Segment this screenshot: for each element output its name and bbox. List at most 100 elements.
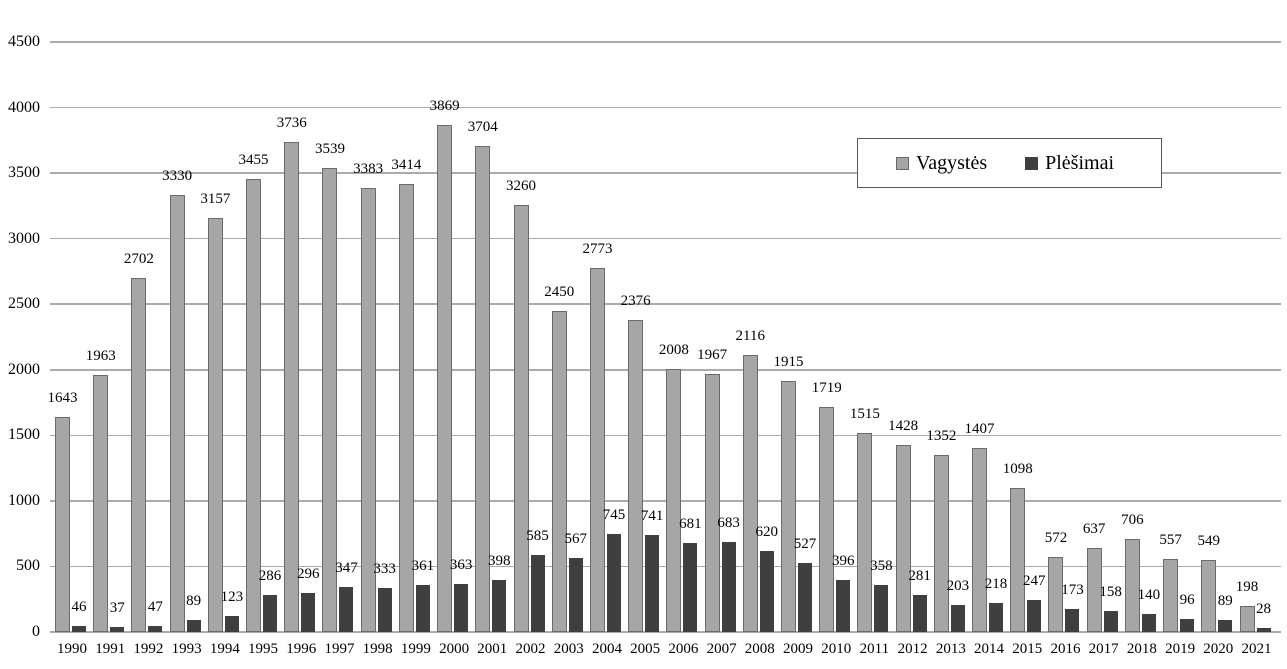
bar-value-label: 572 xyxy=(1044,530,1068,546)
bar-vagystes-1998 xyxy=(360,188,376,632)
bar-value-label: 1967 xyxy=(697,347,728,364)
bar-vagystes-2015 xyxy=(1010,488,1026,632)
x-axis-tick-label: 2012 xyxy=(897,641,928,657)
bar-vagystes-2008 xyxy=(742,354,758,632)
bar-plesimai-2017 xyxy=(1103,611,1118,632)
legend-swatch-plesimai-icon xyxy=(1025,156,1039,170)
bar-value-label: 1719 xyxy=(811,379,842,396)
bar-vagystes-2012 xyxy=(895,444,911,632)
x-axis-tick-label: 2016 xyxy=(1050,641,1081,657)
gridline xyxy=(50,303,1281,305)
x-axis-tick-label: 1996 xyxy=(286,641,317,657)
bar-value-label: 37 xyxy=(109,600,125,617)
bar-vagystes-2011 xyxy=(857,433,873,632)
bar-value-label: 89 xyxy=(186,593,202,610)
bar-value-label: 3869 xyxy=(429,97,460,114)
bar-value-label: 363 xyxy=(449,557,473,574)
gridline xyxy=(50,434,1281,437)
bar-value-label: 557 xyxy=(1159,531,1182,548)
bar-value-label: 1643 xyxy=(47,389,78,406)
bar-vagystes-2014 xyxy=(972,447,988,632)
gridline xyxy=(50,172,1281,174)
bar-value-label: 89 xyxy=(1217,593,1233,610)
x-axis-tick-label: 2020 xyxy=(1203,641,1234,657)
bar-value-label: 203 xyxy=(946,578,970,595)
bar-vagystes-2003 xyxy=(551,310,567,632)
bar-plesimai-1999 xyxy=(415,584,430,632)
bar-value-label: 3330 xyxy=(162,168,193,185)
bar-value-label: 281 xyxy=(908,568,931,585)
legend-label-plesimai: Plėšimai xyxy=(1045,151,1114,174)
x-axis-tick-label: 1993 xyxy=(171,641,202,657)
gridline xyxy=(50,41,1281,43)
bar-plesimai-2012 xyxy=(912,595,927,632)
bar-value-label: 2008 xyxy=(658,341,689,358)
bar-plesimai-2009 xyxy=(797,562,812,632)
bar-value-label: 3455 xyxy=(238,152,269,168)
bar-plesimai-2020 xyxy=(1218,620,1233,632)
bar-value-label: 3736 xyxy=(276,115,307,132)
bar-plesimai-1992 xyxy=(148,625,163,632)
legend-item-plesimai: Plėšimai xyxy=(1025,152,1114,175)
bar-value-label: 1098 xyxy=(1002,461,1033,478)
gridline xyxy=(50,631,1281,633)
x-axis-tick-label: 2019 xyxy=(1165,641,1196,657)
bar-vagystes-2017 xyxy=(1086,548,1102,632)
bar-vagystes-2018 xyxy=(1124,539,1140,632)
bar-plesimai-1998 xyxy=(377,588,392,632)
bar-value-label: 3157 xyxy=(200,191,231,208)
bar-value-label: 173 xyxy=(1061,582,1084,599)
bar-value-label: 3260 xyxy=(506,177,537,194)
x-axis-tick-label: 1991 xyxy=(95,641,126,657)
bar-value-label: 398 xyxy=(488,552,511,569)
legend-label-vagystes: Vagystės xyxy=(916,151,988,174)
bar-vagystes-1993 xyxy=(169,195,185,632)
legend-swatch-vagystes-icon xyxy=(896,156,909,170)
x-axis-tick-label: 2004 xyxy=(591,641,622,657)
gridline xyxy=(50,565,1281,568)
bar-vagystes-2005 xyxy=(628,320,644,632)
bar-plesimai-2008 xyxy=(759,550,774,632)
x-axis-tick-label: 2010 xyxy=(821,641,852,657)
bar-vagystes-1990 xyxy=(55,416,70,632)
y-axis-tick-label: 4500 xyxy=(8,33,40,50)
x-axis-tick-label: 2000 xyxy=(439,641,470,657)
x-axis-tick-label: 2014 xyxy=(974,641,1005,657)
x-axis-tick-label: 1997 xyxy=(324,641,355,657)
x-axis-tick-label: 2001 xyxy=(477,641,508,657)
bar-value-label: 3383 xyxy=(353,161,384,178)
y-axis-tick-label: 1000 xyxy=(8,491,40,509)
bar-value-label: 1515 xyxy=(849,406,880,423)
bar-value-label: 1915 xyxy=(773,353,804,370)
x-axis-tick-label: 2005 xyxy=(630,641,661,657)
x-axis-tick-label: 2021 xyxy=(1241,641,1272,657)
bar-value-label: 358 xyxy=(870,558,893,575)
x-axis-tick-label: 2018 xyxy=(1126,641,1157,657)
bar-plesimai-1993 xyxy=(186,620,201,632)
y-axis-tick-label: 3500 xyxy=(8,164,40,182)
bar-value-label: 706 xyxy=(1121,512,1144,529)
bar-value-label: 3539 xyxy=(314,140,345,157)
bar-value-label: 745 xyxy=(602,507,626,524)
bar-plesimai-1996 xyxy=(301,593,316,632)
bar-plesimai-2011 xyxy=(874,585,889,632)
bar-plesimai-2014 xyxy=(989,603,1004,632)
y-axis-tick-label: 2000 xyxy=(8,360,40,378)
bar-plesimai-1991 xyxy=(110,627,125,632)
bar-plesimai-1995 xyxy=(263,594,278,632)
bar-plesimai-2010 xyxy=(836,580,851,632)
bar-vagystes-2013 xyxy=(933,454,949,632)
bar-value-label: 396 xyxy=(831,553,855,570)
x-axis-tick-label: 1999 xyxy=(400,641,431,657)
bar-vagystes-2006 xyxy=(666,368,682,632)
bar-vagystes-1991 xyxy=(93,374,109,632)
x-axis-tick-label: 1994 xyxy=(209,641,240,657)
bar-vagystes-2020 xyxy=(1201,560,1217,632)
bar-value-label: 585 xyxy=(526,528,549,545)
legend: Vagystės Plėšimai xyxy=(857,138,1162,188)
bar-plesimai-2001 xyxy=(492,579,507,632)
bar-value-label: 158 xyxy=(1099,584,1122,601)
bar-vagystes-2010 xyxy=(819,406,835,632)
bar-plesimai-2003 xyxy=(568,557,583,632)
bar-value-label: 286 xyxy=(258,567,282,584)
